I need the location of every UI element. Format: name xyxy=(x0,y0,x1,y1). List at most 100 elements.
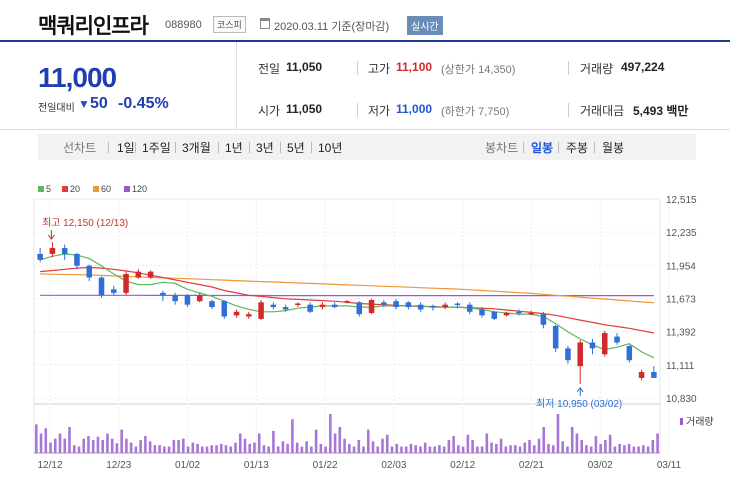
volume-bar xyxy=(281,441,285,453)
volume-bar xyxy=(82,438,86,453)
volume-bar xyxy=(324,446,327,453)
volume-bar xyxy=(485,433,489,453)
x-tick-label: 12/12 xyxy=(37,460,62,471)
period-1w[interactable]: 1주일 xyxy=(142,141,171,155)
candle-body xyxy=(381,302,387,305)
volume-bar xyxy=(480,446,484,453)
volume-bar xyxy=(352,446,356,453)
current-price-box: 11,000 전일대비 ▼ 50 -0.45% xyxy=(0,42,237,130)
moving-averages xyxy=(39,253,655,359)
candle-daily[interactable]: 일봉 xyxy=(531,141,554,155)
volume-bar xyxy=(390,446,394,453)
candle-body xyxy=(319,304,326,308)
open-value: 11,050 xyxy=(286,102,323,116)
period-3m[interactable]: 3개월 xyxy=(182,141,211,155)
candle-body xyxy=(196,295,203,302)
volume-bar xyxy=(205,446,209,453)
volume-bar xyxy=(400,446,403,453)
candle-body xyxy=(430,305,436,308)
volume-bar xyxy=(238,433,242,453)
divider xyxy=(311,142,312,153)
volume-bar xyxy=(314,429,318,453)
period-3y[interactable]: 3년 xyxy=(256,141,274,155)
open-label: 시가 xyxy=(258,104,281,118)
volume-bar xyxy=(319,443,323,453)
candle-body xyxy=(614,336,620,343)
volume-bar xyxy=(528,440,531,453)
candle-body xyxy=(160,292,166,296)
candle-body xyxy=(638,372,645,378)
price-diff: 50 xyxy=(90,95,108,112)
volume-bar xyxy=(613,446,617,453)
volume-bar xyxy=(495,443,498,453)
candle-body xyxy=(184,295,191,305)
high-label: 고가 xyxy=(368,62,391,76)
volume-bar xyxy=(561,441,565,453)
volume-bar xyxy=(253,442,256,453)
divider xyxy=(523,142,524,153)
volume-bar xyxy=(196,443,199,453)
candle-body xyxy=(123,273,129,293)
legend-swatch xyxy=(124,186,130,192)
divider xyxy=(135,142,136,153)
candle-body xyxy=(98,277,105,296)
legend-ma20-label: 20 xyxy=(70,184,81,194)
volume-bar xyxy=(651,440,655,453)
candle-monthly[interactable]: 월봉 xyxy=(602,141,625,155)
candle-body xyxy=(491,311,498,319)
realtime-button[interactable]: 실시간 xyxy=(407,16,443,35)
volume-bar xyxy=(623,445,626,453)
volume-bar xyxy=(537,438,541,453)
volume-bar xyxy=(656,433,659,453)
low-annotation: 최저 10,950 (03/02) xyxy=(536,398,622,410)
volume-value: 497,224 xyxy=(621,60,665,74)
volume-bar xyxy=(234,442,237,453)
divider xyxy=(108,142,109,153)
volume-bar xyxy=(257,433,261,453)
volume-bar xyxy=(110,438,114,453)
legend-ma60-label: 60 xyxy=(101,184,112,194)
volume-bar xyxy=(513,445,517,453)
volume-bar xyxy=(589,446,593,453)
volume-bar xyxy=(348,443,351,453)
volume-bar xyxy=(72,445,76,453)
candle-weekly[interactable]: 주봉 xyxy=(566,141,589,155)
prev-close-value: 11,050 xyxy=(286,60,323,74)
volume-bar xyxy=(224,445,228,453)
legend-ma5: 5 xyxy=(38,184,51,194)
period-1d[interactable]: 1일 xyxy=(117,141,135,155)
volume-bar xyxy=(452,436,455,453)
volume-bar xyxy=(632,446,636,453)
candle-body xyxy=(270,304,277,308)
period-10y[interactable]: 10년 xyxy=(318,141,343,155)
y-tick-label: 11,673 xyxy=(666,295,696,306)
ma5-line xyxy=(39,253,655,359)
price-change-pct: -0.45% xyxy=(118,95,169,112)
candle-body xyxy=(479,309,485,316)
volume-bar xyxy=(39,433,43,453)
volume-bar xyxy=(295,442,299,453)
y-tick-label: 11,954 xyxy=(666,261,696,272)
volume-bar xyxy=(604,440,607,453)
x-tick-label: 01/13 xyxy=(244,460,269,471)
volume-bar xyxy=(566,446,569,453)
ma60-line xyxy=(40,273,654,304)
candle-body xyxy=(135,271,142,278)
candle-body xyxy=(86,265,92,278)
volume-bar xyxy=(490,442,493,453)
line-chart-label: 선차트 xyxy=(63,141,97,155)
candle-body xyxy=(540,314,547,325)
volume-bar xyxy=(272,430,275,453)
volume-bar xyxy=(447,440,451,453)
volume-bar xyxy=(53,438,57,453)
candle-body xyxy=(209,301,215,308)
period-selector: 선차트 1일 1주일 3개월 1년 3년 5년 10년 봉차트 일봉 주봉 월봉 xyxy=(38,134,696,160)
period-1y[interactable]: 1년 xyxy=(225,141,243,155)
candle-body xyxy=(307,304,313,312)
diff-label: 전일대비 xyxy=(38,103,75,114)
volume-bar xyxy=(58,433,62,453)
period-5y[interactable]: 5년 xyxy=(287,141,305,155)
chart-axes: 12,515 12,235 11,954 11,673 11,392 11,111 10,8… xyxy=(37,195,697,471)
volume-bar xyxy=(646,446,650,453)
